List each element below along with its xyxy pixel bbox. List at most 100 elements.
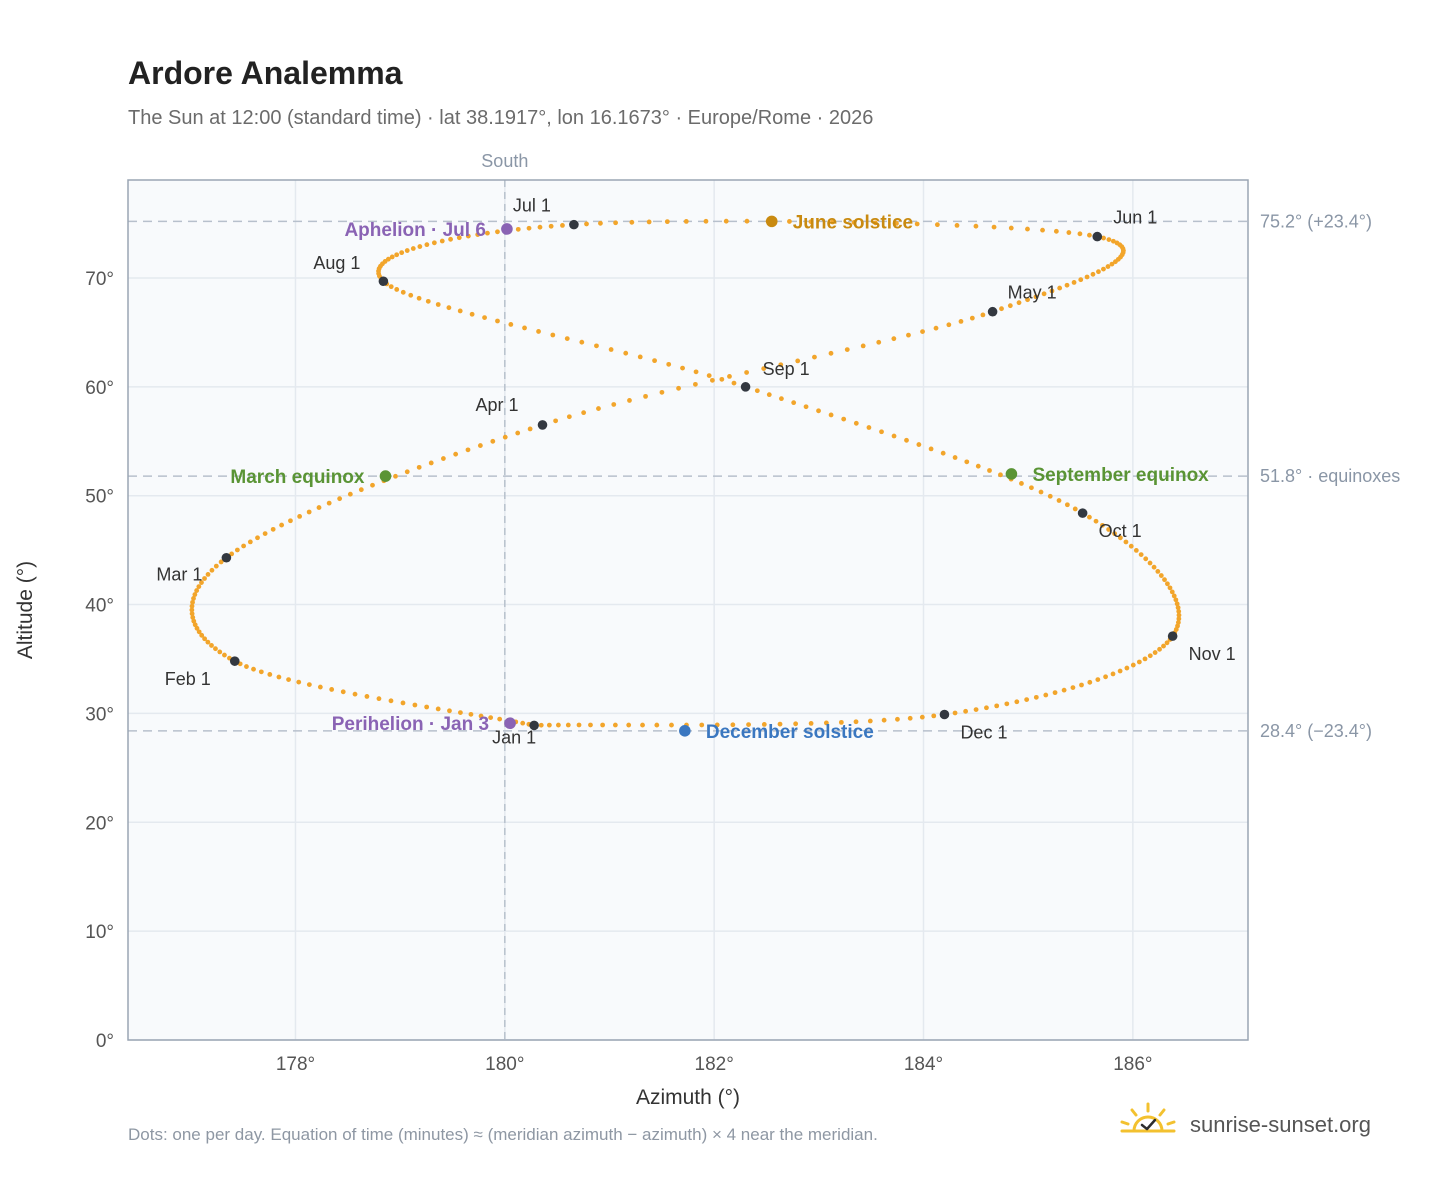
day-dot: [812, 354, 817, 360]
day-dot: [973, 707, 979, 712]
day-dot: [465, 233, 471, 239]
day-dot: [424, 704, 430, 710]
day-dot: [538, 722, 544, 728]
reference-line-label: 28.4° (−23.4°): [1260, 721, 1372, 741]
day-dot: [376, 696, 382, 702]
day-dot: [744, 218, 750, 224]
month-marker: [939, 709, 950, 720]
day-dot: [596, 406, 601, 411]
day-dot: [1171, 593, 1177, 599]
day-dot: [1079, 682, 1084, 688]
day-dot: [217, 649, 223, 655]
day-dot: [984, 705, 989, 711]
day-dot: [490, 438, 496, 444]
y-tick-label: 60°: [85, 378, 114, 399]
day-dot: [508, 322, 514, 327]
month-label: Sep 1: [763, 359, 810, 379]
day-dot: [408, 292, 414, 298]
day-dot: [709, 377, 715, 383]
day-dot: [643, 393, 648, 399]
day-dot: [485, 230, 490, 236]
day-dot: [279, 522, 285, 528]
day-dot: [1117, 668, 1123, 674]
day-dot: [659, 389, 665, 395]
day-dot: [1066, 230, 1072, 235]
day-dot: [891, 433, 897, 439]
day-dot: [867, 718, 873, 724]
event-label: September equinox: [1032, 465, 1209, 486]
day-dot: [1112, 531, 1118, 537]
day-dot: [723, 218, 729, 224]
day-dot: [478, 713, 484, 719]
day-dot: [262, 531, 268, 536]
month-label: May 1: [1008, 283, 1057, 303]
day-dot: [1047, 493, 1053, 499]
day-dot: [564, 336, 570, 341]
day-dot: [730, 722, 736, 728]
chart-subtitle: The Sun at 12:00 (standard time) · lat 3…: [128, 107, 873, 129]
day-dot: [1157, 646, 1162, 652]
month-label: Mar 1: [156, 565, 202, 585]
day-dot: [669, 722, 674, 728]
event-markers: June solstice Aphelion · Jul 6 March equin…: [230, 212, 1209, 742]
day-dot: [904, 437, 909, 443]
day-dot: [213, 563, 219, 569]
day-dot: [706, 373, 712, 378]
day-dot: [637, 354, 643, 360]
day-dot: [791, 400, 797, 406]
day-dot: [1124, 665, 1130, 671]
day-dot: [991, 224, 997, 230]
day-dot: [1152, 650, 1158, 655]
plot-frame: [127, 179, 1249, 1041]
day-dot: [680, 365, 685, 371]
day-dot: [329, 687, 335, 692]
day-dot: [600, 722, 606, 728]
day-dot: [627, 398, 632, 403]
day-dot: [358, 487, 364, 493]
day-dot: [1101, 235, 1106, 241]
day-dot: [891, 336, 897, 342]
day-dot: [1176, 609, 1182, 614]
day-dot: [777, 721, 783, 727]
day-dot: [306, 509, 312, 515]
day-dot: [1078, 277, 1084, 283]
day-dot: [581, 410, 587, 416]
day-dot: [795, 358, 801, 364]
day-dot: [526, 225, 532, 231]
month-marker: [1092, 231, 1103, 242]
day-dot: [241, 543, 247, 549]
day-dot: [975, 463, 981, 469]
day-dot: [393, 473, 398, 479]
day-dot: [1117, 535, 1123, 541]
day-dot: [1043, 692, 1049, 698]
y-tick-label: 20°: [85, 813, 114, 834]
day-dot: [1106, 237, 1112, 243]
meridian-label: South: [481, 151, 528, 171]
day-dot: [719, 376, 725, 382]
y-tick-label: 50°: [85, 487, 114, 508]
x-tick-label: 182°: [695, 1054, 734, 1075]
day-dot: [1029, 485, 1034, 491]
day-dot: [439, 238, 445, 244]
day-dot: [933, 325, 939, 331]
x-tick-label: 178°: [276, 1054, 315, 1075]
day-dot: [894, 220, 899, 226]
month-marker: [229, 656, 240, 666]
day-dot: [194, 588, 200, 593]
y-tick-label: 10°: [85, 922, 114, 943]
day-dot: [190, 615, 196, 620]
day-dot: [594, 343, 599, 349]
day-dot: [608, 347, 614, 352]
day-dot: [191, 596, 196, 601]
day-dot: [364, 694, 370, 699]
day-dot: [761, 366, 767, 371]
day-dot: [428, 460, 434, 466]
day-dot: [288, 518, 293, 524]
y-tick-label: 70°: [85, 269, 114, 290]
day-dot: [388, 284, 394, 290]
day-dot: [963, 708, 969, 714]
day-dot: [1072, 506, 1078, 512]
day-dot: [1133, 548, 1139, 553]
day-dot: [417, 244, 423, 249]
event-marker: [501, 223, 513, 235]
